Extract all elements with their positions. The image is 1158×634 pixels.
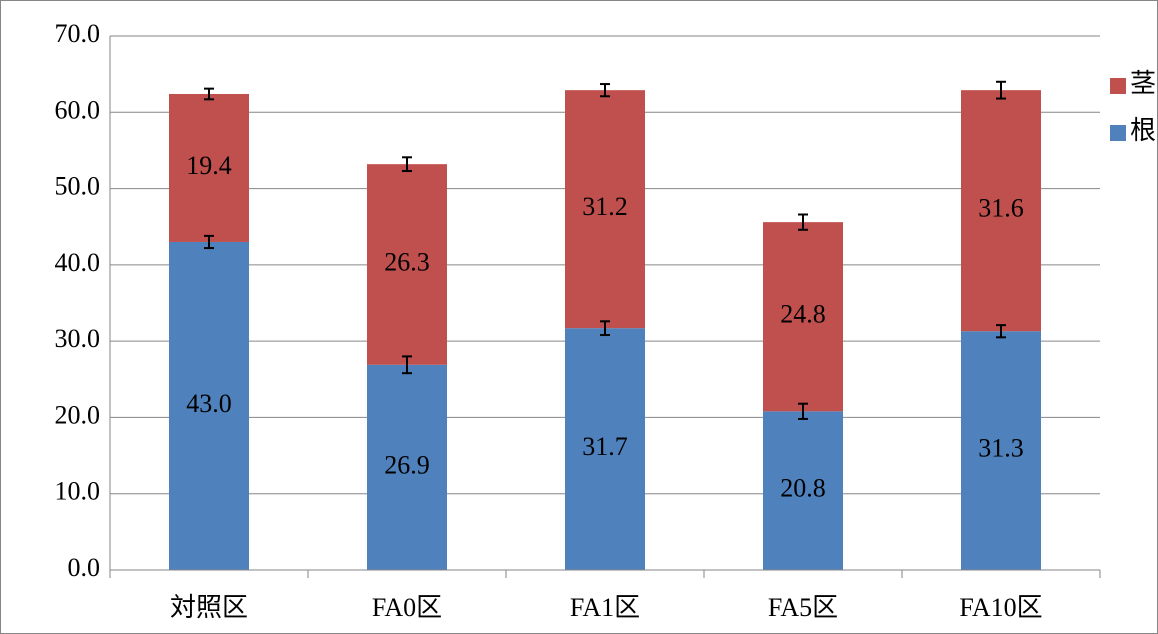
legend-swatch	[1110, 125, 1126, 141]
error-bar	[402, 156, 412, 173]
legend-label: 根	[1130, 116, 1156, 145]
y-tick-label: 40.0	[55, 248, 101, 277]
error-bar	[798, 402, 808, 420]
x-tick-label: 対照区	[170, 593, 248, 622]
bar-segment	[565, 90, 645, 329]
data-label: 26.3	[384, 247, 430, 276]
legend-label: 茎	[1130, 69, 1156, 98]
bar-segment	[961, 331, 1041, 570]
data-label: 19.4	[186, 151, 232, 180]
x-tick-label: FA10区	[959, 593, 1042, 622]
y-tick-label: 10.0	[55, 477, 101, 506]
error-bar	[204, 234, 214, 250]
error-bar	[996, 80, 1006, 100]
y-tick-label: 0.0	[68, 553, 101, 582]
bar-segment	[367, 364, 447, 570]
data-label: 31.3	[978, 434, 1024, 463]
bar-segment	[763, 411, 843, 570]
data-label: 31.6	[978, 194, 1024, 223]
bar-segment	[169, 93, 249, 242]
bar-segment	[565, 328, 645, 570]
y-tick-label: 70.0	[55, 19, 101, 48]
bar-segment	[961, 90, 1041, 332]
error-bar	[996, 324, 1006, 339]
bar-segment	[763, 222, 843, 412]
data-label: 24.8	[780, 300, 826, 329]
data-label: 20.8	[780, 474, 826, 503]
error-bar	[600, 83, 610, 98]
legend-swatch	[1110, 78, 1126, 94]
y-tick-label: 20.0	[55, 400, 101, 429]
error-bar	[600, 320, 610, 337]
y-tick-label: 50.0	[55, 172, 101, 201]
y-tick-label: 60.0	[55, 95, 101, 124]
bar-segment	[367, 164, 447, 365]
error-bar	[798, 213, 808, 231]
data-label: 26.9	[384, 450, 430, 479]
x-tick-label: FA5区	[768, 593, 838, 622]
y-tick-label: 30.0	[55, 324, 101, 353]
data-label: 43.0	[186, 389, 232, 418]
data-label: 31.2	[582, 192, 628, 221]
bar-segment	[169, 241, 249, 570]
x-tick-label: FA0区	[372, 593, 442, 622]
x-tick-label: FA1区	[570, 593, 640, 622]
data-label: 31.7	[582, 432, 628, 461]
error-bar	[204, 87, 214, 101]
error-bar	[402, 355, 412, 375]
